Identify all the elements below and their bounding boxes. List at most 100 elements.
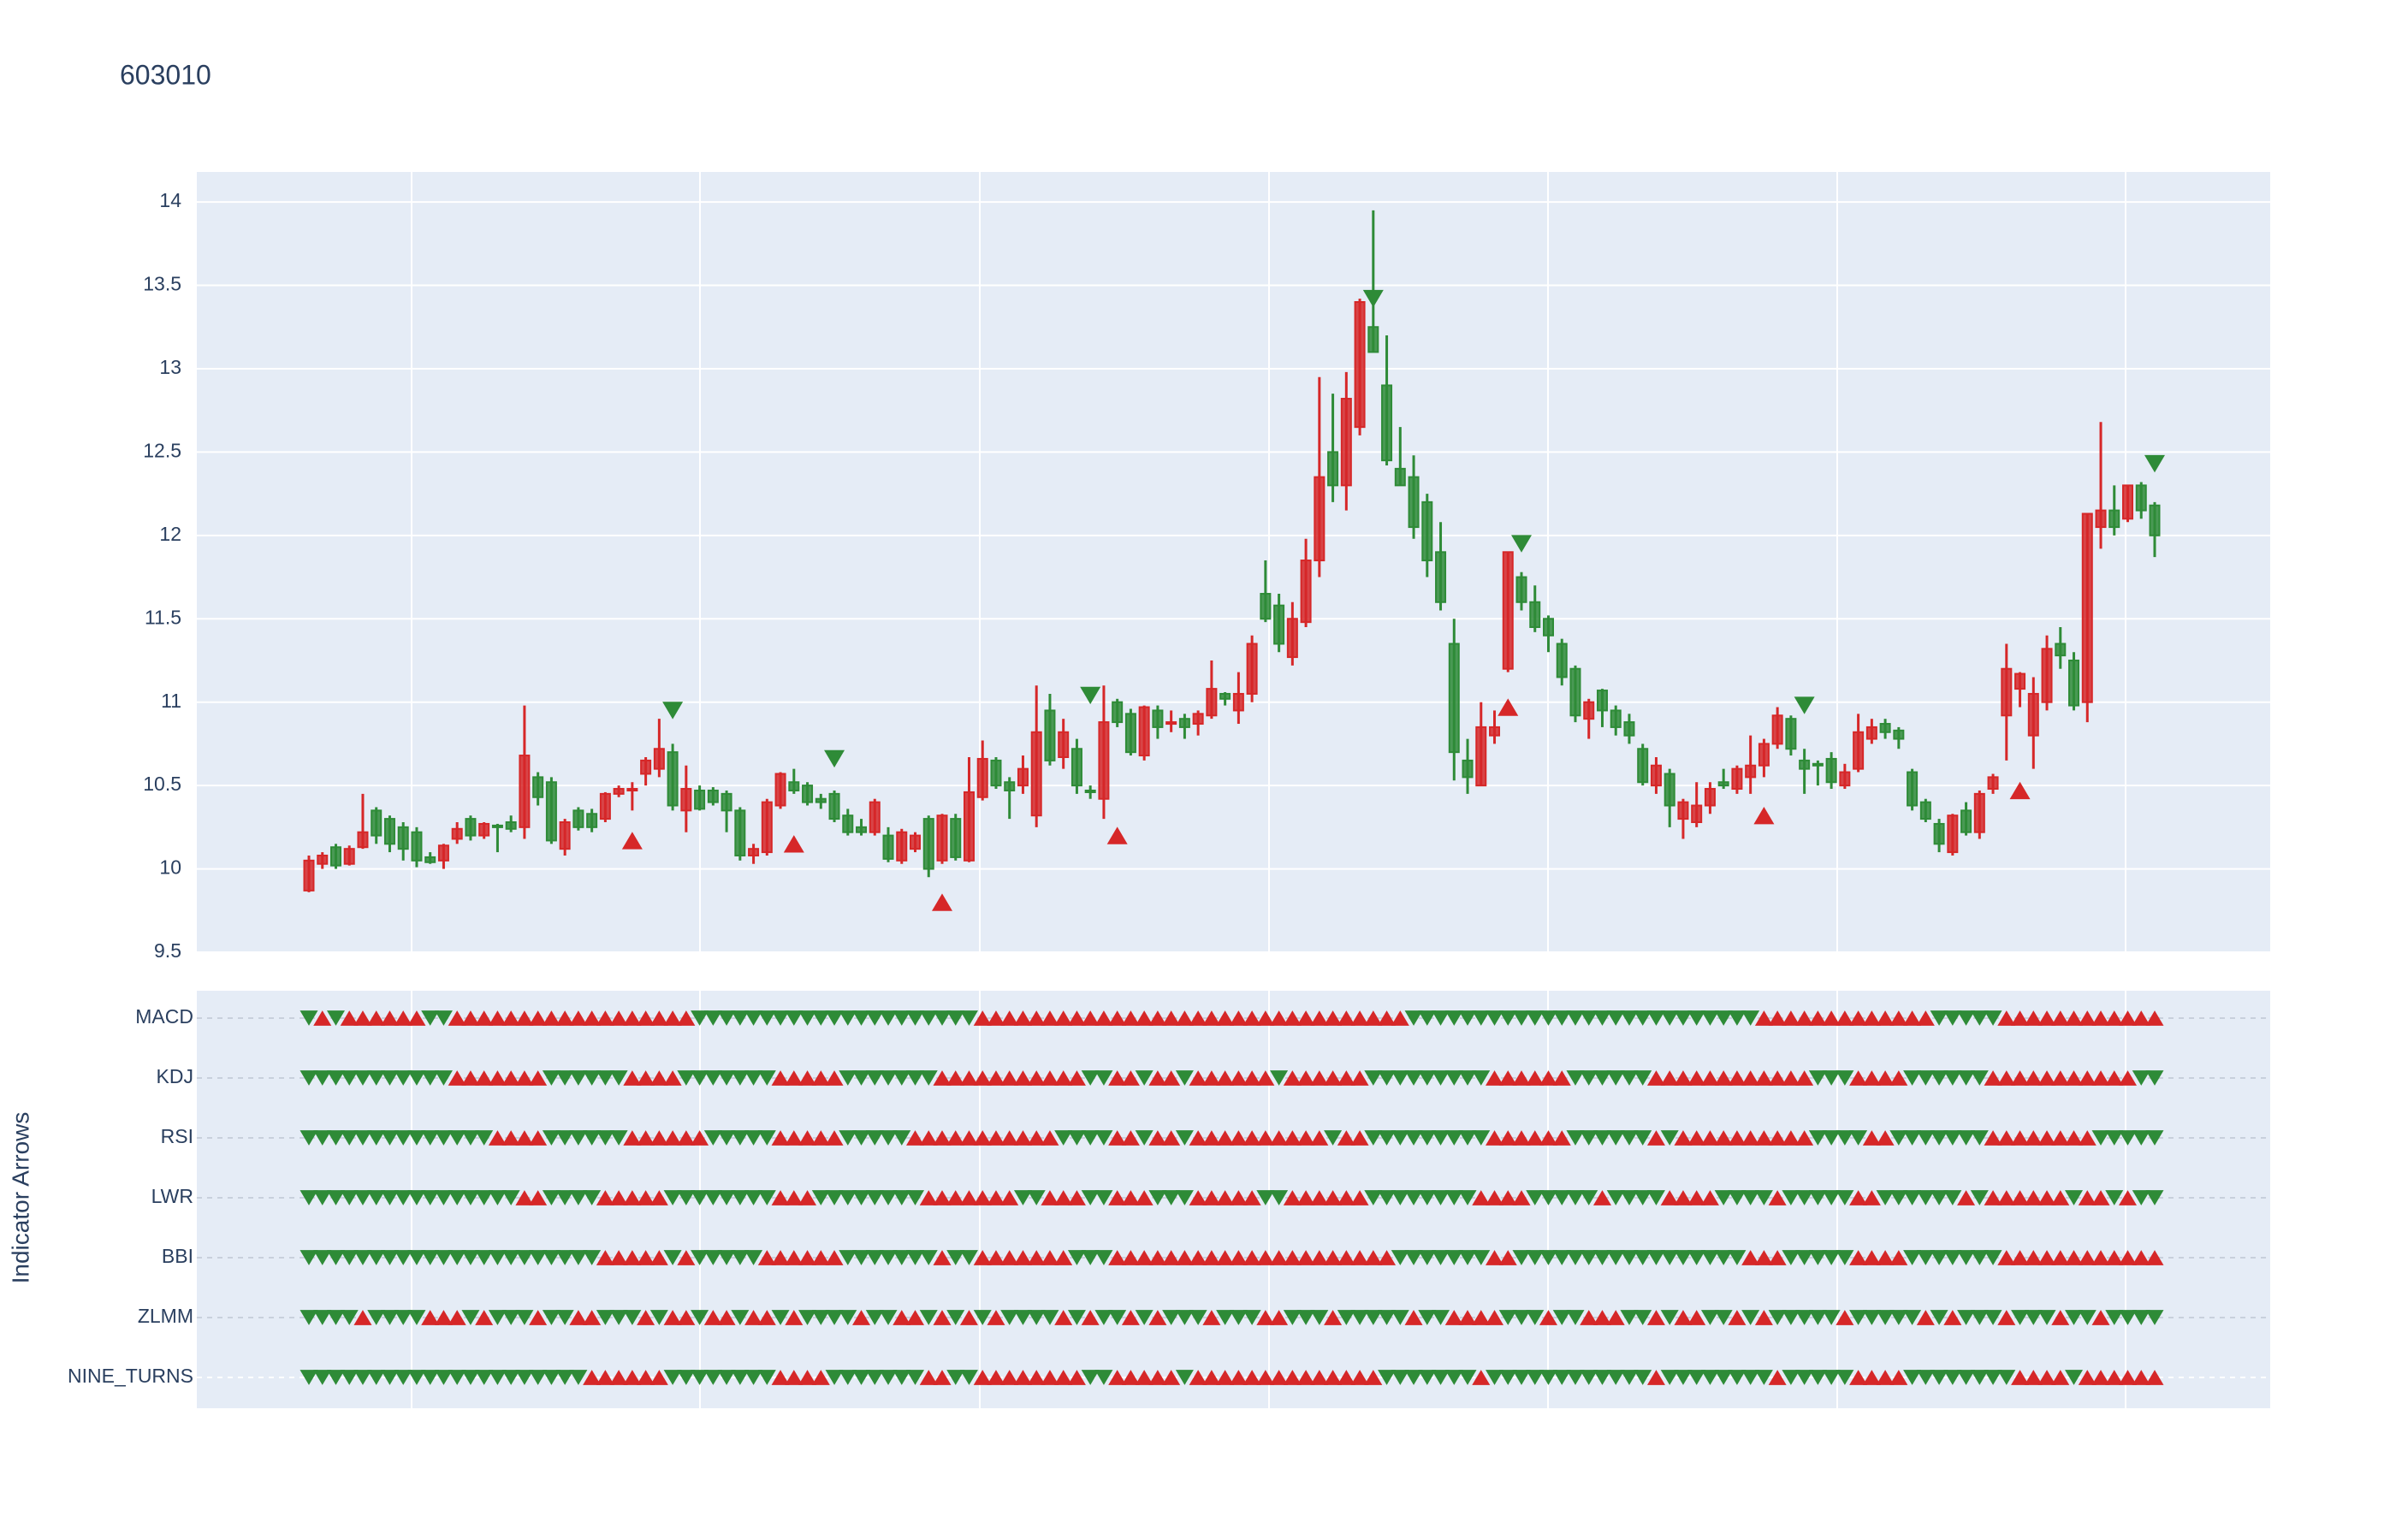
down-arrow (1795, 1250, 1814, 1265)
down-arrow (340, 1130, 359, 1146)
up-arrow (2024, 1070, 2043, 1086)
down-arrow (2145, 1130, 2164, 1146)
down-arrow (1337, 1310, 1355, 1325)
down-arrow (1566, 1310, 1585, 1325)
down-arrow (677, 1190, 696, 1205)
up-arrow (663, 1070, 682, 1086)
candle-body (1664, 773, 1675, 807)
up-arrow (785, 1070, 804, 1086)
up-arrow (1350, 1010, 1369, 1026)
down-arrow (475, 1190, 494, 1205)
y-tick-label: 12.5 (143, 439, 181, 461)
down-arrow (1930, 1310, 1948, 1325)
up-arrow (1310, 1130, 1329, 1146)
up-arrow (1013, 1370, 1032, 1385)
up-arrow (2078, 1370, 2096, 1385)
down-arrow (1364, 1070, 1383, 1086)
y-tick-label: NINE_TURNS (68, 1365, 193, 1387)
up-arrow (1108, 1370, 1127, 1385)
up-arrow (2065, 1130, 2084, 1146)
down-arrow (1728, 1250, 1747, 1265)
down-arrow (300, 1130, 318, 1146)
down-arrow (1606, 1070, 1625, 1086)
up-arrow (1054, 1370, 1073, 1385)
down-arrow (1256, 1190, 1275, 1205)
candle-body (1637, 748, 1649, 784)
down-arrow (919, 1010, 938, 1026)
y-tick-label: 13.5 (143, 273, 181, 295)
down-arrow (380, 1370, 399, 1385)
up-arrow (609, 1250, 628, 1265)
down-arrow (542, 1370, 560, 1385)
down-arrow (744, 1190, 763, 1205)
down-arrow (1714, 1310, 1733, 1325)
down-arrow (663, 1370, 682, 1385)
down-arrow (1634, 1370, 1652, 1385)
down-arrow (852, 1070, 871, 1086)
up-arrow (1687, 1070, 1706, 1086)
down-arrow (421, 1370, 440, 1385)
up-arrow (1876, 1250, 1895, 1265)
down-arrow (1970, 1130, 1989, 1146)
down-arrow (1782, 1310, 1800, 1325)
candle-body (1004, 781, 1016, 791)
up-arrow (1027, 1250, 1046, 1265)
down-arrow (1957, 1010, 1976, 1026)
up-arrow (1350, 1070, 1369, 1086)
down-arrow (1566, 1070, 1585, 1086)
down-arrow (380, 1130, 399, 1146)
candle-body (317, 854, 329, 865)
up-arrow (2119, 1010, 2138, 1026)
down-arrow (1741, 1370, 1760, 1385)
up-arrow (2065, 1010, 2084, 1026)
up-arrow (623, 1250, 642, 1265)
down-arrow (1444, 1190, 1463, 1205)
down-arrow (1634, 1310, 1652, 1325)
down-arrow (744, 1250, 763, 1265)
down-arrow (300, 1310, 318, 1325)
up-arrow (515, 1130, 534, 1146)
down-arrow (555, 1370, 574, 1385)
up-arrow (1337, 1010, 1355, 1026)
down-arrow (380, 1310, 399, 1325)
down-arrow (893, 1370, 911, 1385)
down-arrow (515, 1250, 534, 1265)
down-arrow (1539, 1190, 1557, 1205)
down-arrow (703, 1190, 722, 1205)
up-arrow (1350, 1250, 1369, 1265)
up-arrow (1337, 1190, 1355, 1205)
down-arrow (1444, 1130, 1463, 1146)
down-arrow (515, 1370, 534, 1385)
down-arrow (1296, 1310, 1315, 1325)
down-arrow (919, 1310, 938, 1325)
up-arrow (1486, 1310, 1504, 1325)
down-arrow (1458, 1130, 1477, 1146)
up-arrow (2091, 1250, 2110, 1265)
down-arrow (542, 1310, 560, 1325)
down-arrow (1081, 1250, 1100, 1265)
up-arrow (501, 1010, 520, 1026)
candle-body (505, 821, 517, 830)
down-arrow (1552, 1190, 1571, 1205)
up-arrow (394, 1010, 412, 1026)
up-arrow (1754, 1070, 1773, 1086)
down-arrow (555, 1070, 574, 1086)
down-arrow (1714, 1190, 1733, 1205)
up-arrow (1498, 1250, 1517, 1265)
up-arrow (2078, 1070, 2096, 1086)
up-arrow (1350, 1190, 1369, 1205)
up-arrow (1242, 1370, 1261, 1385)
down-arrow (2078, 1310, 2096, 1325)
down-arrow (326, 1130, 345, 1146)
up-arrow (1943, 1310, 1962, 1325)
up-arrow (637, 1250, 655, 1265)
down-arrow (1808, 1310, 1827, 1325)
up-arrow (946, 1070, 965, 1086)
candle-body (950, 818, 962, 858)
up-arrow (919, 1370, 938, 1385)
candle-body (411, 831, 423, 862)
up-arrow (798, 1070, 817, 1086)
candle-body (2001, 667, 2013, 717)
down-arrow (1700, 1250, 1719, 1265)
down-arrow (448, 1250, 466, 1265)
